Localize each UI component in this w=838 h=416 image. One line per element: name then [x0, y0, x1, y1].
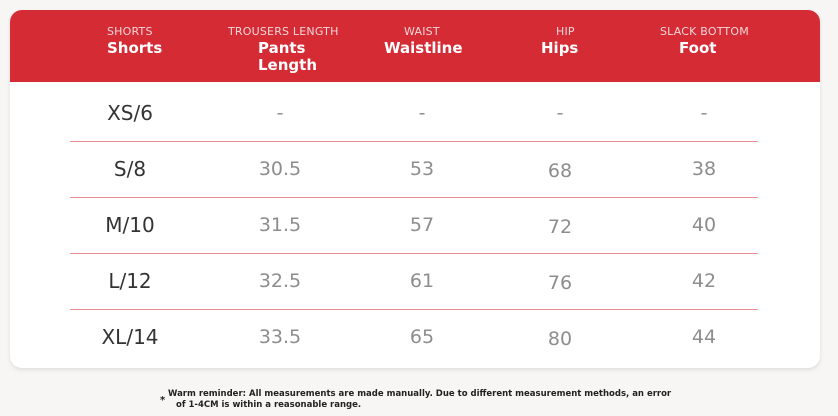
note-line-2: of 1-4CM is within a reasonable range. [176, 400, 362, 410]
note-asterisk: * [160, 395, 166, 406]
header-col-shorts: SHORTS Shorts [107, 25, 162, 57]
size-chart-header: SHORTS Shorts TROUSERS LENGTH Pants Leng… [10, 10, 820, 82]
header-col-foot: SLACK BOTTOM Foot [660, 25, 749, 57]
header-col-waist-label: Waistline [384, 39, 463, 57]
pants-length-cell: 32.5 [258, 270, 302, 292]
header-col-pants-length-en: TROUSERS LENGTH [228, 25, 339, 38]
size-cell: L/12 [108, 269, 152, 293]
hips-cell: - [556, 102, 564, 124]
size-cell: M/10 [105, 213, 155, 237]
header-col-hip-label: Hips [541, 39, 579, 57]
hips-cell: 68 [547, 160, 573, 182]
measurement-note: * Warm reminder: All measurements are ma… [160, 389, 672, 411]
waistline-cell: 61 [409, 270, 435, 292]
foot-cell: 42 [691, 270, 717, 292]
header-col-hip: HIP Hips [541, 25, 578, 57]
header-col-shorts-label: Shorts [107, 39, 163, 57]
foot-cell: 44 [691, 326, 717, 348]
header-col-hip-en: HIP [556, 25, 575, 38]
pants-length-cell: 33.5 [258, 326, 302, 348]
hips-cell: 72 [547, 216, 573, 238]
table-row: XL/14 33.5 65 80 44 [70, 309, 758, 365]
note-line-1: Warm reminder: All measurements are made… [168, 389, 672, 399]
table-row: XS/6 - - - - [70, 85, 758, 142]
pants-length-cell: - [276, 102, 284, 124]
size-cell: XL/14 [101, 325, 159, 349]
table-row: S/8 30.5 53 68 38 [70, 141, 758, 198]
foot-cell: 38 [691, 158, 717, 180]
header-col-waist: WAIST Waistline [384, 25, 463, 57]
size-chart-card: SHORTS Shorts TROUSERS LENGTH Pants Leng… [10, 10, 820, 368]
header-col-shorts-en: SHORTS [107, 25, 153, 38]
pants-length-cell: 31.5 [258, 214, 302, 236]
foot-cell: 40 [691, 214, 717, 236]
size-cell: S/8 [113, 157, 147, 181]
waistline-cell: 57 [409, 214, 435, 236]
header-col-pants-length: TROUSERS LENGTH Pants Length [228, 25, 339, 74]
size-cell: XS/6 [107, 101, 153, 125]
header-col-pants-length-label: Pants Length [258, 39, 317, 74]
header-col-waist-en: WAIST [404, 25, 440, 38]
hips-cell: 76 [547, 272, 573, 294]
header-col-foot-label: Foot [679, 39, 717, 57]
header-col-foot-en: SLACK BOTTOM [660, 25, 749, 38]
hips-cell: 80 [547, 328, 573, 350]
table-row: L/12 32.5 61 76 42 [70, 253, 758, 310]
waistline-cell: 65 [409, 326, 435, 348]
table-row: M/10 31.5 57 72 40 [70, 197, 758, 254]
foot-cell: - [700, 102, 708, 124]
waistline-cell: 53 [409, 158, 435, 180]
waistline-cell: - [418, 102, 426, 124]
pants-length-cell: 30.5 [258, 158, 302, 180]
